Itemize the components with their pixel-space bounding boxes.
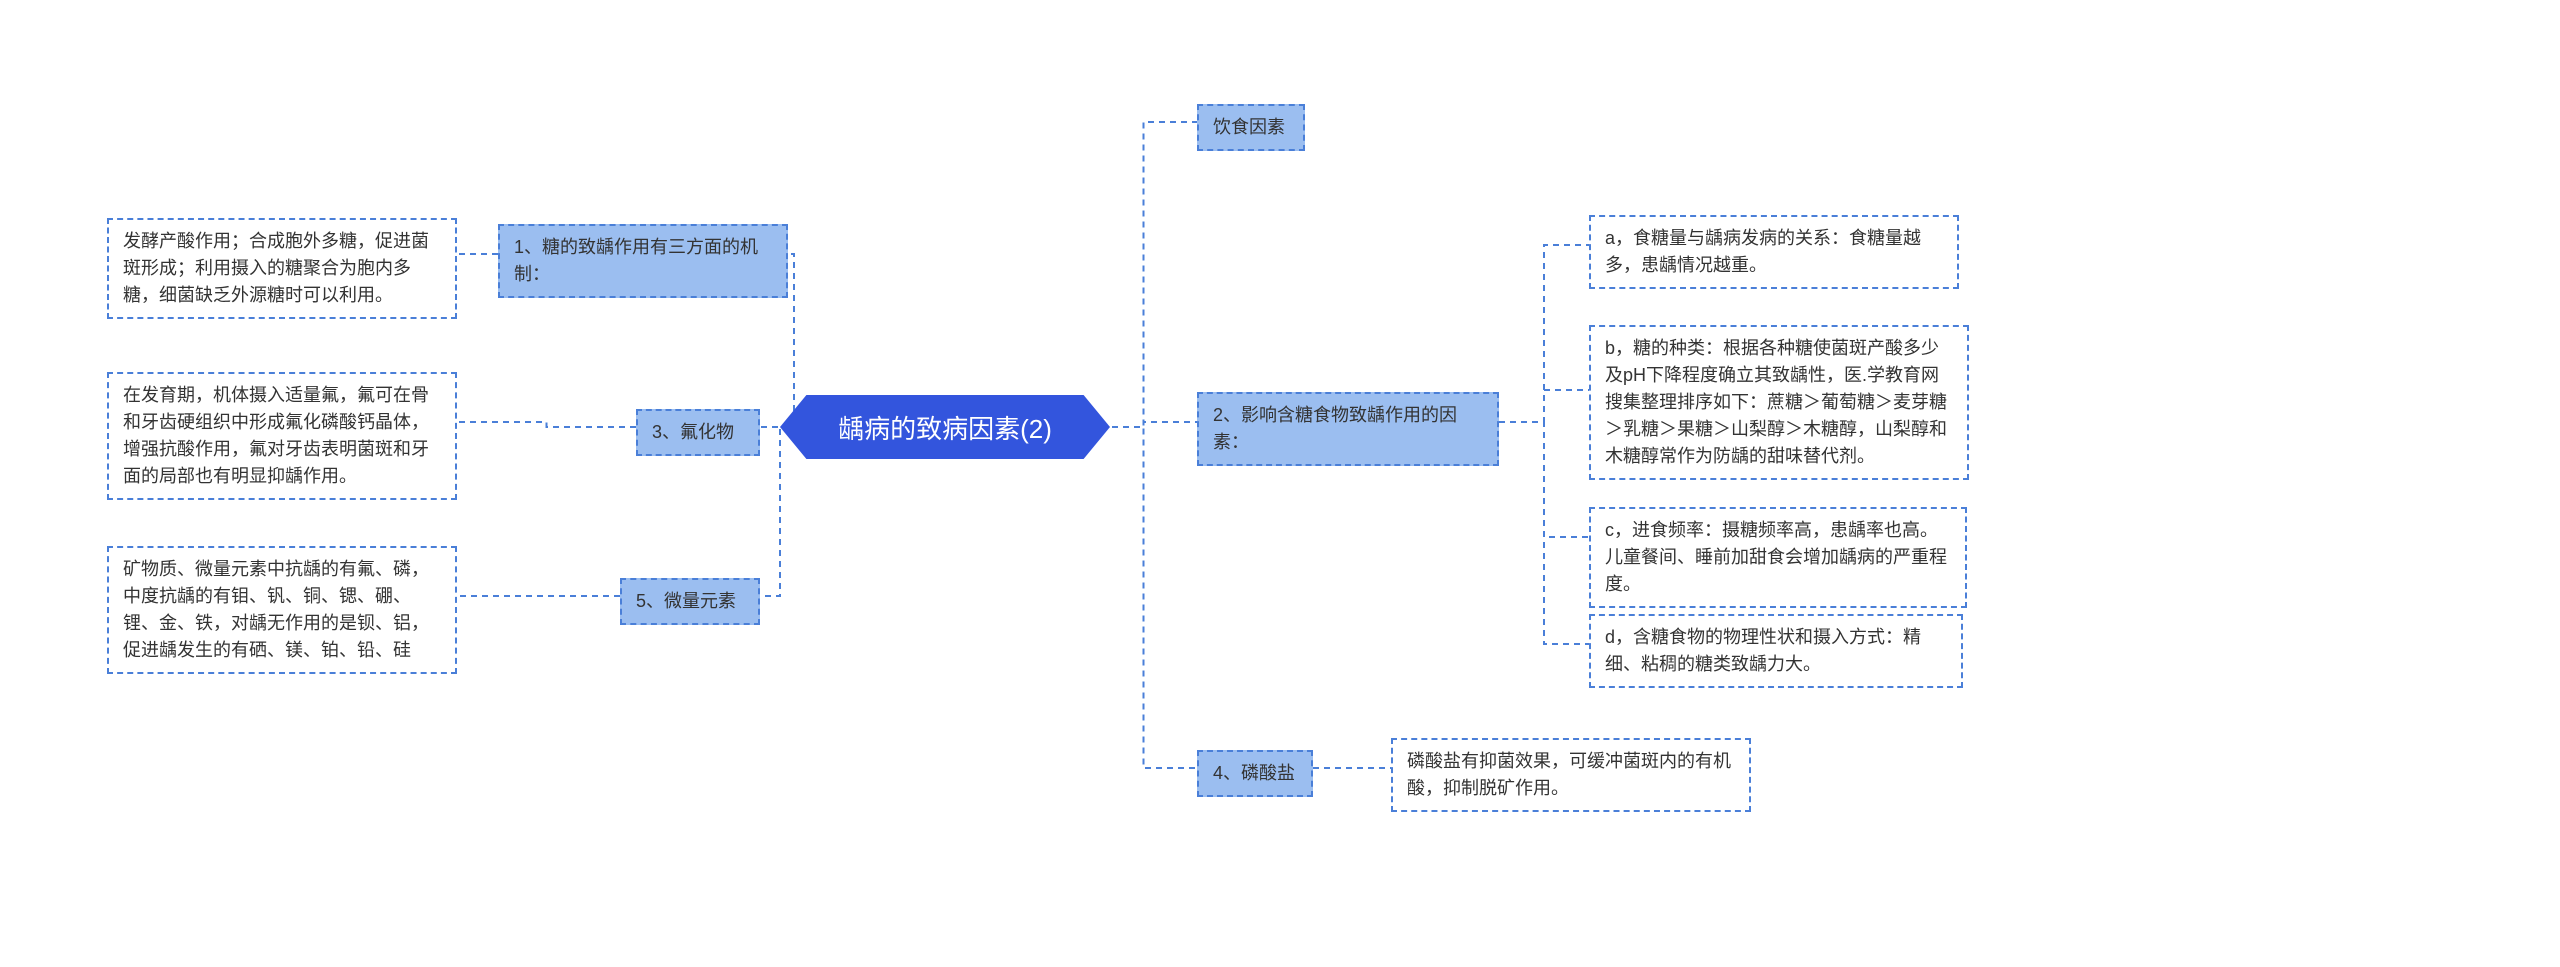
node-2d-label: d，含糖食物的物理性状和摄入方式：精细、粘稠的糖类致龋力大。 [1605, 627, 1921, 674]
node-4d-label: 磷酸盐有抑菌效果，可缓冲菌斑内的有机酸，抑制脱矿作用。 [1407, 751, 1731, 798]
node-1-label: 1、糖的致龋作用有三方面的机制： [514, 237, 758, 284]
node-5d-label: 矿物质、微量元素中抗龋的有氟、磷，中度抗龋的有钼、钒、铜、锶、硼、锂、金、铁，对… [123, 559, 429, 660]
center-label: 龋病的致病因素(2) [838, 409, 1052, 446]
node-2a: a，食糖量与龋病发病的关系：食糖量越多，患龋情况越重。 [1589, 215, 1959, 289]
node-3-detail: 在发育期，机体摄入适量氟，氟可在骨和牙齿硬组织中形成氟化磷酸钙晶体，增强抗酸作用… [107, 372, 457, 500]
node-1: 1、糖的致龋作用有三方面的机制： [498, 224, 788, 298]
node-2c: c，进食频率：摄糖频率高，患龋率也高。儿童餐间、睡前加甜食会增加龋病的严重程度。 [1589, 507, 1967, 608]
node-5: 5、微量元素 [620, 578, 760, 625]
node-diet: 饮食因素 [1197, 104, 1305, 151]
node-1d-label: 发酵产酸作用；合成胞外多糖，促进菌斑形成；利用摄入的糖聚合为胞内多糖，细菌缺乏外… [123, 231, 429, 305]
node-2c-label: c，进食频率：摄糖频率高，患龋率也高。儿童餐间、睡前加甜食会增加龋病的严重程度。 [1605, 520, 1947, 594]
node-3d-label: 在发育期，机体摄入适量氟，氟可在骨和牙齿硬组织中形成氟化磷酸钙晶体，增强抗酸作用… [123, 385, 429, 486]
node-3-label: 3、氟化物 [652, 422, 734, 442]
node-1-detail: 发酵产酸作用；合成胞外多糖，促进菌斑形成；利用摄入的糖聚合为胞内多糖，细菌缺乏外… [107, 218, 457, 319]
node-3: 3、氟化物 [636, 409, 760, 456]
node-2a-label: a，食糖量与龋病发病的关系：食糖量越多，患龋情况越重。 [1605, 228, 1921, 275]
node-4-label: 4、磷酸盐 [1213, 763, 1295, 783]
node-2-label: 2、影响含糖食物致龋作用的因素： [1213, 405, 1457, 452]
center-node: 龋病的致病因素(2) [780, 395, 1110, 459]
node-4: 4、磷酸盐 [1197, 750, 1313, 797]
node-4-detail: 磷酸盐有抑菌效果，可缓冲菌斑内的有机酸，抑制脱矿作用。 [1391, 738, 1751, 812]
node-2: 2、影响含糖食物致龋作用的因素： [1197, 392, 1499, 466]
node-diet-label: 饮食因素 [1213, 117, 1285, 137]
node-2b-label: b，糖的种类：根据各种糖使菌斑产酸多少及pH下降程度确立其致龋性，医.学教育网搜… [1605, 338, 1947, 466]
node-2b: b，糖的种类：根据各种糖使菌斑产酸多少及pH下降程度确立其致龋性，医.学教育网搜… [1589, 325, 1969, 480]
node-2d: d，含糖食物的物理性状和摄入方式：精细、粘稠的糖类致龋力大。 [1589, 614, 1963, 688]
node-5-detail: 矿物质、微量元素中抗龋的有氟、磷，中度抗龋的有钼、钒、铜、锶、硼、锂、金、铁，对… [107, 546, 457, 674]
node-5-label: 5、微量元素 [636, 591, 736, 611]
